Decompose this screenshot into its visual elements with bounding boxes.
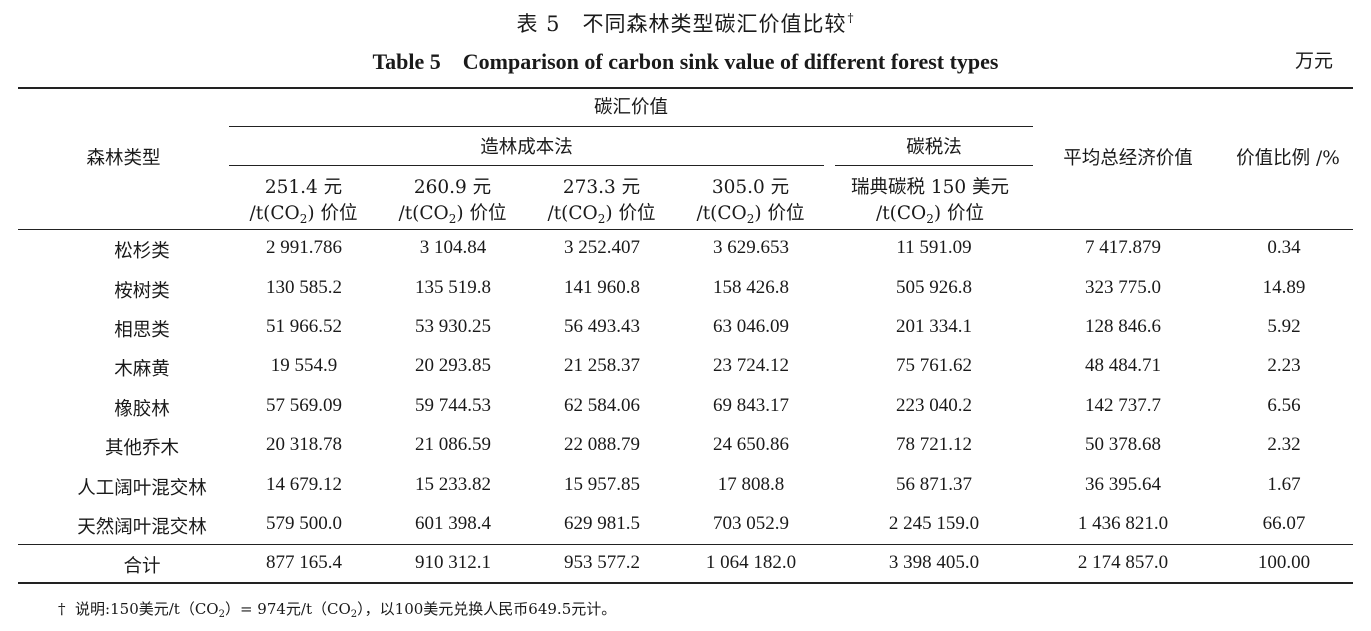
header-ratio: 价值比例 /% [1236,148,1340,169]
value-cell: 2 991.786 [266,237,342,258]
forest-type-cell: 相思类 [114,320,170,341]
header-afforestation-method: 造林成本法 [480,137,573,158]
value-cell: 877 165.4 [266,552,342,573]
value-cell: 23 724.12 [713,355,789,376]
value-cell: 953 577.2 [564,552,640,573]
value-cell: 14 679.12 [266,474,342,495]
value-cell: 158 426.8 [713,277,789,298]
header-price-col: 273.3 元 /t(CO2) 价位 [547,177,656,226]
unit-label: 万元 [1294,50,1333,72]
value-cell: 51 966.52 [266,316,342,337]
carbon-tax-rule [835,165,1033,166]
forest-type-cell: 橡胶林 [114,399,170,420]
value-cell: 75 761.62 [896,355,972,376]
bottom-rule [18,582,1353,584]
value-cell: 22 088.79 [564,434,640,455]
value-cell: 57 569.09 [266,395,342,416]
header-price-col: 251.4 元 /t(CO2) 价位 [249,177,358,226]
value-cell: 56 493.43 [564,316,640,337]
value-cell: 56 871.37 [896,474,972,495]
value-cell: 141 960.8 [564,277,640,298]
value-cell: 3 398 405.0 [888,552,980,573]
forest-type-cell: 桉树类 [114,281,170,302]
table-title-en: Table 5 Comparison of carbon sink value … [372,49,999,74]
value-cell: 59 744.53 [415,395,491,416]
value-cell: 323 775.0 [1085,277,1161,298]
value-cell: 15 957.85 [564,474,640,495]
forest-type-cell: 其他乔木 [104,438,179,459]
value-cell: 2 245 159.0 [888,513,980,534]
footnote: † 说明:150美元/t（CO2）= 974元/t（CO2），以100美元兑换人… [58,600,617,620]
forest-type-cell: 松杉类 [114,241,170,262]
value-cell: 100.00 [1257,552,1311,573]
value-cell: 3 252.407 [564,237,640,258]
forest-type-cell: 人工阔叶混交林 [77,478,207,499]
forest-type-cell: 合计 [123,556,161,577]
value-cell: 2.32 [1267,434,1301,455]
dagger-mark: † [847,11,855,25]
value-cell: 3 104.84 [419,237,487,258]
value-cell: 505 926.8 [896,277,972,298]
value-cell: 130 585.2 [266,277,342,298]
value-cell: 223 040.2 [896,395,972,416]
value-cell: 36 395.64 [1085,474,1161,495]
value-cell: 20 318.78 [266,434,342,455]
value-cell: 1.67 [1267,474,1301,495]
value-cell: 19 554.9 [270,355,338,376]
value-cell: 201 334.1 [896,316,972,337]
value-cell: 6.56 [1267,395,1301,416]
value-cell: 142 737.7 [1085,395,1161,416]
value-cell: 50 378.68 [1085,434,1161,455]
header-price-col: 瑞典碳税 150 美元 /t(CO2) 价位 [850,177,1010,226]
total-rule [18,544,1353,545]
value-cell: 703 052.9 [713,513,789,534]
value-cell: 69 843.17 [713,395,789,416]
header-carbon-value: 碳汇价值 [593,97,668,118]
value-cell: 14.89 [1262,277,1306,298]
forest-type-cell: 天然阔叶混交林 [77,517,207,538]
value-cell: 910 312.1 [415,552,491,573]
value-cell: 629 981.5 [564,513,640,534]
afforestation-rule [229,165,824,166]
value-cell: 3 629.653 [713,237,789,258]
header-avg-total: 平均总经济价值 [1063,148,1193,169]
value-cell: 2 174 857.0 [1077,552,1169,573]
value-cell: 78 721.12 [896,434,972,455]
carbon-value-rule [229,126,1033,127]
value-cell: 48 484.71 [1085,355,1161,376]
value-cell: 7 417.879 [1085,237,1161,258]
value-cell: 17 808.8 [717,474,785,495]
value-cell: 24 650.86 [713,434,789,455]
value-cell: 135 519.8 [415,277,491,298]
value-cell: 128 846.6 [1085,316,1161,337]
value-cell: 5.92 [1267,316,1301,337]
value-cell: 0.34 [1267,237,1301,258]
header-price-col: 260.9 元 /t(CO2) 价位 [398,177,507,226]
table-title-cn: 表 5 不同森林类型碳汇价值比较† [516,11,855,36]
value-cell: 20 293.85 [415,355,491,376]
value-cell: 53 930.25 [415,316,491,337]
value-cell: 2.23 [1267,355,1301,376]
value-cell: 1 064 182.0 [705,552,797,573]
header-forest-type: 森林类型 [86,148,161,169]
top-rule [18,87,1353,89]
value-cell: 579 500.0 [266,513,342,534]
value-cell: 21 086.59 [415,434,491,455]
header-carbon-tax-method: 碳税法 [906,137,962,158]
value-cell: 11 591.09 [896,237,972,258]
value-cell: 601 398.4 [415,513,491,534]
value-cell: 15 233.82 [415,474,491,495]
value-cell: 62 584.06 [564,395,640,416]
value-cell: 1 436 821.0 [1077,513,1169,534]
forest-type-cell: 木麻黄 [114,359,170,380]
value-cell: 21 258.37 [564,355,640,376]
header-bottom-rule [18,229,1353,230]
header-price-col: 305.0 元 /t(CO2) 价位 [696,177,805,226]
value-cell: 63 046.09 [713,316,789,337]
value-cell: 66.07 [1262,513,1306,534]
